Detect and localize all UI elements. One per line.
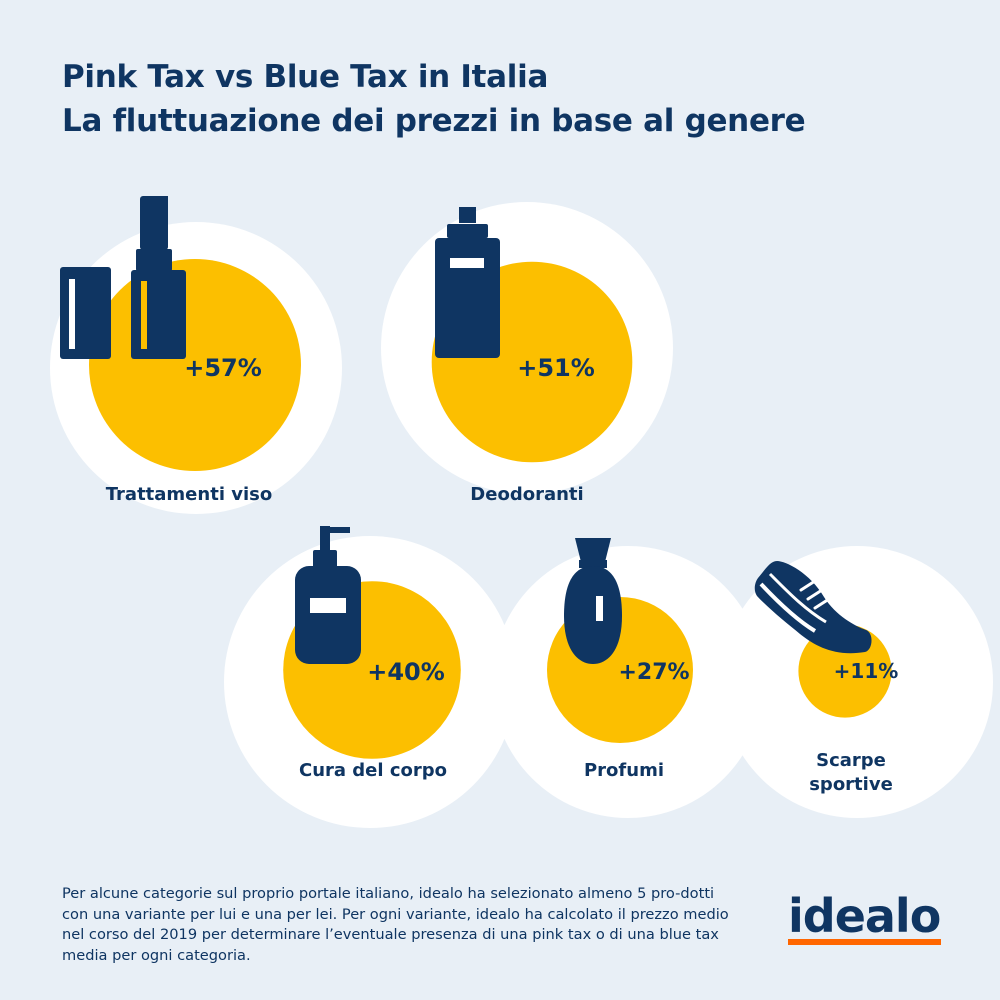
sneaker-icon: [754, 561, 872, 654]
value-label-cura-del-corpo: +40%: [367, 658, 445, 686]
soap-dispenser-icon: [295, 526, 361, 664]
value-label-trattamenti-viso: +57%: [184, 354, 262, 382]
chart-title: Pink Tax vs Blue Tax in Italia La fluttu…: [62, 55, 806, 143]
perfume-icon: [564, 538, 622, 664]
category-label-scarpe-sportive: Scarpe sportive: [809, 750, 893, 795]
idealo-logo: idealo: [788, 889, 941, 943]
idealo-logo-underline: [788, 939, 941, 945]
lipstick-icon: [60, 196, 186, 359]
category-label-profumi: Profumi: [584, 760, 664, 781]
category-label-trattamenti-viso: Trattamenti viso: [106, 484, 272, 505]
title-line-1: Pink Tax vs Blue Tax in Italia: [62, 59, 549, 95]
value-label-profumi: +27%: [618, 660, 689, 685]
title-line-2: La fluttuazione dei prezzi in base al ge…: [62, 103, 806, 139]
category-label-line: sportive: [809, 774, 893, 795]
category-label-line: Scarpe: [816, 750, 886, 771]
value-label-deodoranti: +51%: [517, 354, 595, 382]
methodology-footnote: Per alcune categorie sul proprio portale…: [62, 885, 729, 964]
deodorant-icon: [435, 207, 500, 358]
category-label-cura-del-corpo: Cura del corpo: [299, 760, 447, 781]
category-label-deodoranti: Deodoranti: [470, 484, 583, 505]
value-label-scarpe-sportive: +11%: [834, 659, 899, 683]
